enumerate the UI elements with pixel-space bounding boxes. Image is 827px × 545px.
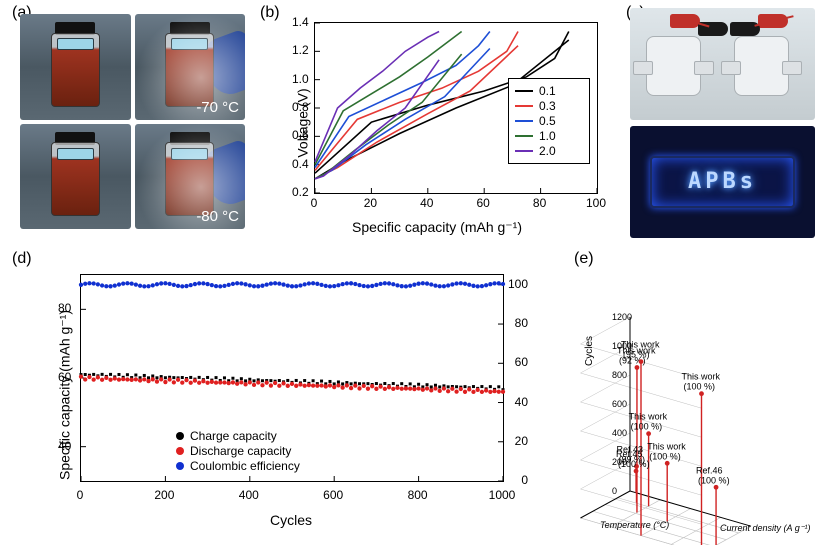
temp-80: -80 °C	[196, 208, 239, 225]
led-text: APBs	[688, 169, 757, 194]
vial-photo-3	[20, 124, 131, 230]
panel-b-chart: Voltage (V) Specific capacity (mAh g⁻¹) …	[262, 8, 612, 238]
svg-text:(100 %): (100 %)	[684, 382, 716, 392]
svg-text:1200: 1200	[612, 312, 632, 322]
svg-text:Temperature (°C): Temperature (°C)	[600, 520, 669, 530]
svg-text:(100 %): (100 %)	[618, 459, 650, 469]
panel-b-xlabel: Specific capacity (mAh g⁻¹)	[352, 219, 522, 236]
svg-text:This work: This work	[682, 372, 721, 382]
panel-d-legend: Charge capacityDischarge capacityCoulomb…	[176, 428, 300, 474]
led-photo: APBs	[630, 126, 815, 238]
panel-c-photos: APBs	[630, 8, 815, 238]
vial-photo-2: -70 °C	[135, 14, 246, 120]
svg-text:Current density (A g⁻¹): Current density (A g⁻¹)	[720, 523, 810, 533]
svg-text:This work: This work	[629, 412, 668, 422]
svg-text:(100 %): (100 %)	[698, 475, 730, 485]
svg-text:(95 %): (95 %)	[623, 350, 650, 360]
svg-text:Cycles: Cycles	[584, 336, 595, 366]
panel-b-legend: 0.10.30.51.02.0	[508, 78, 590, 164]
swagelok-photo	[630, 8, 815, 120]
panel-a-photos: -70 °C -80 °C	[20, 14, 245, 229]
svg-text:0: 0	[612, 486, 617, 496]
panel-e-chart: 020040060080010001200CyclesCurrent densi…	[580, 256, 820, 536]
temp-70: -70 °C	[196, 99, 239, 116]
svg-text:(100 %): (100 %)	[631, 422, 663, 432]
svg-text:Ref.46: Ref.46	[696, 465, 723, 475]
svg-text:600: 600	[612, 399, 627, 409]
panel-d-xlabel: Cycles	[270, 512, 312, 528]
svg-text:This work: This work	[621, 340, 660, 350]
panel-d-chart: Specific capacity (mAh g⁻¹) Coulombic ef…	[16, 260, 566, 530]
svg-text:This work: This work	[647, 441, 686, 451]
panel-b-ylabel: Voltage (V)	[295, 88, 311, 157]
svg-text:400: 400	[612, 428, 627, 438]
vial-photo-4: -80 °C	[135, 124, 246, 230]
led-panel: APBs	[650, 156, 794, 208]
svg-text:(100 %): (100 %)	[649, 451, 681, 461]
panel-d-ylabel-left: Specific capacity (mAh g⁻¹)	[57, 310, 74, 480]
svg-text:800: 800	[612, 370, 627, 380]
vial-photo-1	[20, 14, 131, 120]
svg-text:Ref.45: Ref.45	[616, 449, 643, 459]
